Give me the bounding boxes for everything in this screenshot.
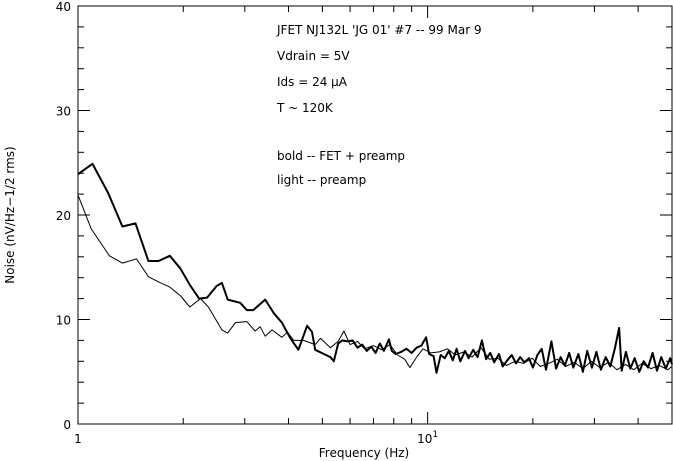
y-tick-label: 30 [56, 105, 71, 119]
series-line-bold [77, 162, 673, 374]
annotation-temperature: T ~ 120K [276, 101, 334, 115]
annotation-ids: Ids = 24 μA [277, 75, 348, 89]
x-tick-label: 1 [74, 432, 82, 446]
y-tick-label: 20 [56, 209, 71, 223]
x-tick-label: 101 [417, 430, 438, 446]
annotation-vdrain: Vdrain = 5V [277, 49, 350, 63]
plot-frame [77, 5, 673, 425]
y-tick-label: 10 [56, 314, 71, 328]
legend-light: light -- preamp [277, 173, 366, 187]
x-tick-label-exponent: 1 [432, 430, 438, 440]
y-axis-label: Noise (nV/Hz−1/2 rms) [3, 146, 17, 284]
y-tick-label: 40 [56, 0, 71, 14]
series-line-light [77, 194, 673, 371]
legend-bold: bold -- FET + preamp [277, 149, 405, 163]
y-tick-label: 0 [63, 418, 71, 432]
annotation-block: JFET NJ132L 'JG 01' #7 -- 99 Mar 9 Vdrai… [276, 23, 482, 187]
series-group [77, 162, 673, 374]
axes [77, 5, 673, 425]
annotation-title: JFET NJ132L 'JG 01' #7 -- 99 Mar 9 [276, 23, 482, 37]
x-axis-label: Frequency (Hz) [319, 446, 410, 460]
